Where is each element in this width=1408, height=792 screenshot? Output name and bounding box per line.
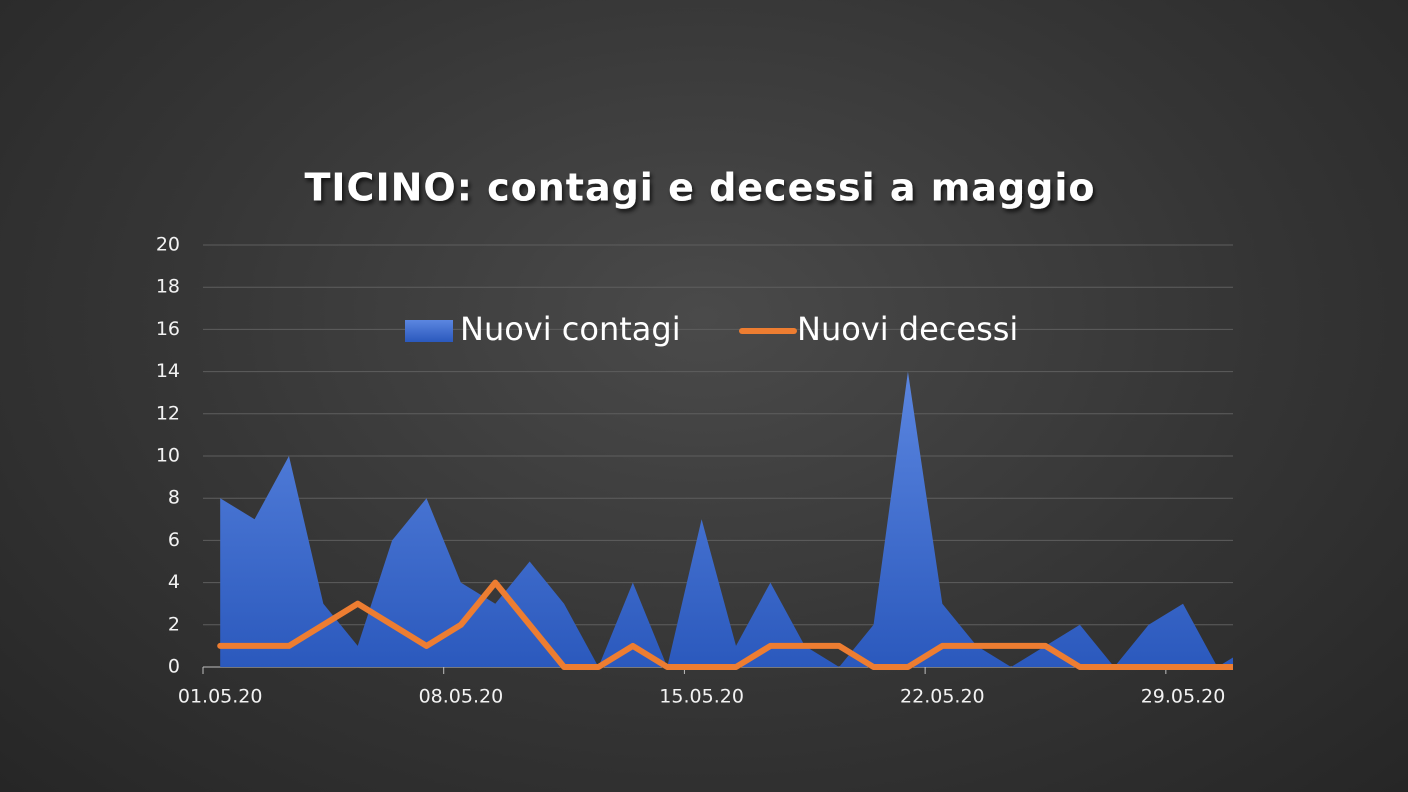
y-tick-label: 20 [156,234,180,256]
x-tick-label: 01.05.20 [178,686,263,708]
y-tick-label: 4 [168,571,180,593]
line [217,579,1233,670]
y-tick-label: 18 [156,276,180,298]
legend-label: Nuovi contagi [460,310,681,348]
area [220,371,1233,667]
y-tick-label: 6 [168,529,180,551]
y-tick-label: 10 [156,445,180,467]
y-tick-label: 12 [156,402,180,424]
grid: 0 2 4 6 8 10 12 14 16 18 20 01.05.20 08.05.20 15.05.2… [156,234,1233,708]
x-tick-label: 15.05.20 [659,686,744,708]
y-tick-label: 16 [156,318,180,340]
x-tick-label: 08.05.20 [419,686,504,708]
y-tick-label: 0 [168,656,180,678]
legend-swatch [405,320,453,342]
legend-label: Nuovi decessi [797,310,1018,348]
chart-title: TICINO: contagi e decessi a maggio [305,166,1096,210]
y-tick-label: 2 [168,613,180,635]
x-tick-label: 29.05.20 [1141,686,1226,708]
plot [217,371,1233,670]
legend: Nuovi contagi Nuovi decessi [405,310,1018,348]
y-tick-label: 14 [156,360,180,382]
y-tick-label: 8 [168,487,180,509]
x-tick-label: 22.05.20 [900,686,985,708]
